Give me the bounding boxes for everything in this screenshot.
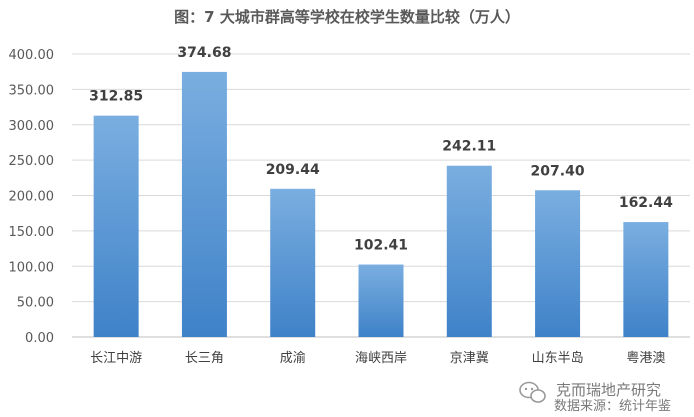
y-tick-label: 300.00 [9, 119, 55, 134]
y-tick-label: 200.00 [9, 190, 55, 205]
wechat-icon [519, 381, 546, 403]
category-label: 京津冀 [450, 350, 489, 366]
watermark-source: 数据来源：统计年鉴 [554, 399, 671, 414]
y-tick-label: 100.00 [9, 260, 55, 275]
chart-title: 图：7 大城市群高等学校在校学生数量比较（万人） [174, 8, 520, 26]
data-label: 102.41 [354, 238, 408, 254]
data-labels: 312.85 374.68 209.44 102.41 242.11 207.40 162.… [89, 45, 673, 254]
watermark: 克而瑞地产研究 数据来源：统计年鉴 [519, 381, 671, 414]
y-tick-label: 250.00 [9, 154, 55, 169]
bar [270, 188, 316, 337]
data-label: 162.44 [619, 195, 673, 211]
x-axis-categories: 长江中游 长三角 成渝 海峡西岸 京津冀 山东半岛 粤港澳 [90, 350, 665, 366]
bar [535, 190, 581, 337]
data-label: 209.44 [266, 162, 320, 178]
data-label: 312.85 [89, 89, 143, 105]
category-label: 海峡西岸 [355, 351, 407, 366]
y-tick-label: 350.00 [9, 83, 55, 98]
gridlines [72, 53, 690, 338]
data-label: 207.40 [531, 163, 585, 179]
data-label: 374.68 [177, 45, 231, 61]
watermark-brand: 克而瑞地产研究 [556, 381, 661, 399]
y-tick-label: 0.00 [25, 331, 54, 346]
y-axis-ticks: 0.00 50.00 100.00 150.00 200.00 250.00 300.00 3… [9, 48, 55, 346]
category-label: 山东半岛 [532, 350, 584, 366]
bars [93, 71, 669, 337]
y-tick-label: 50.00 [17, 296, 54, 311]
bar [93, 115, 139, 337]
category-label: 成渝 [280, 350, 306, 366]
category-label: 长三角 [185, 351, 224, 366]
bar [358, 264, 404, 337]
y-tick-label: 150.00 [9, 225, 55, 240]
bar [623, 222, 669, 337]
y-tick-label: 400.00 [9, 48, 55, 63]
category-label: 长江中游 [90, 351, 142, 366]
bar [446, 165, 492, 337]
bar [181, 71, 227, 337]
data-label: 242.11 [442, 139, 496, 155]
category-label: 粤港澳 [626, 350, 665, 366]
